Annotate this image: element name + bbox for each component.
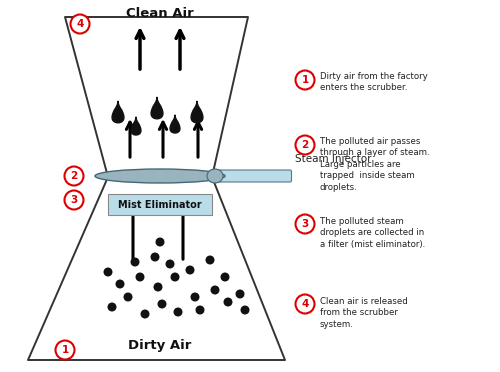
Circle shape xyxy=(296,71,314,90)
Ellipse shape xyxy=(95,169,225,183)
Text: 3: 3 xyxy=(302,219,308,229)
Circle shape xyxy=(70,15,90,33)
Circle shape xyxy=(56,340,74,359)
Circle shape xyxy=(136,273,144,282)
Polygon shape xyxy=(170,115,180,133)
Circle shape xyxy=(64,167,84,186)
Circle shape xyxy=(240,305,250,314)
Circle shape xyxy=(224,298,232,307)
Circle shape xyxy=(296,295,314,314)
Circle shape xyxy=(190,292,200,301)
Circle shape xyxy=(158,299,166,308)
Bar xyxy=(108,194,212,215)
Text: 2: 2 xyxy=(302,140,308,150)
Polygon shape xyxy=(151,97,163,119)
Circle shape xyxy=(186,266,194,275)
Text: The polluted air passes
through a layer of steam.
Large particles are
trapped  i: The polluted air passes through a layer … xyxy=(320,137,430,192)
Circle shape xyxy=(296,215,314,234)
FancyBboxPatch shape xyxy=(210,170,292,182)
Circle shape xyxy=(130,257,140,266)
Text: 1: 1 xyxy=(302,75,308,85)
Circle shape xyxy=(174,308,182,317)
Circle shape xyxy=(196,305,204,314)
Text: The polluted steam
droplets are collected in
a filter (mist eliminator).: The polluted steam droplets are collecte… xyxy=(320,217,425,249)
Text: Steam Injector: Steam Injector xyxy=(295,154,372,164)
Text: Dirty air from the factory
enters the scrubber.: Dirty air from the factory enters the sc… xyxy=(320,72,428,93)
Polygon shape xyxy=(112,101,124,123)
Circle shape xyxy=(166,260,174,269)
Text: 1: 1 xyxy=(62,345,68,355)
Circle shape xyxy=(108,302,116,311)
Circle shape xyxy=(220,273,230,282)
Circle shape xyxy=(104,267,112,276)
Polygon shape xyxy=(131,117,141,135)
Text: Clean Air: Clean Air xyxy=(126,7,194,20)
Text: Mist Eliminator: Mist Eliminator xyxy=(118,199,202,209)
Text: Clean air is released
from the scrubber
system.: Clean air is released from the scrubber … xyxy=(320,297,408,329)
Polygon shape xyxy=(191,101,203,123)
Text: Dirty Air: Dirty Air xyxy=(128,339,192,352)
Ellipse shape xyxy=(207,169,223,183)
Circle shape xyxy=(170,273,179,282)
Text: 4: 4 xyxy=(302,299,308,309)
Text: 2: 2 xyxy=(70,171,78,181)
Text: 4: 4 xyxy=(76,19,84,29)
Text: 3: 3 xyxy=(70,195,78,205)
Circle shape xyxy=(296,135,314,154)
Circle shape xyxy=(206,256,214,264)
Circle shape xyxy=(236,289,244,298)
Circle shape xyxy=(210,285,220,295)
Circle shape xyxy=(124,292,132,301)
Circle shape xyxy=(64,190,84,209)
Circle shape xyxy=(116,279,124,289)
Circle shape xyxy=(150,253,160,262)
Circle shape xyxy=(140,310,149,318)
Circle shape xyxy=(154,282,162,292)
Circle shape xyxy=(156,237,164,247)
